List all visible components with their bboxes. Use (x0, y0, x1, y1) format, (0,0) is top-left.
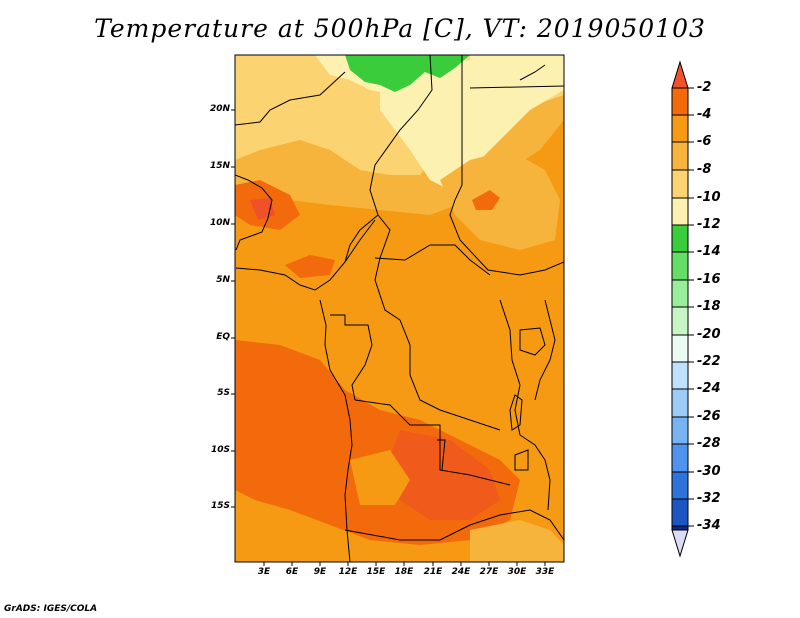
red-sea-coast (519, 64, 546, 81)
field-libya-cold (470, 55, 564, 170)
zambia-notch (437, 439, 446, 471)
colorbar-label: -4 (697, 107, 712, 122)
field-green-pocket (345, 55, 470, 92)
field-nigeria-warm (285, 255, 335, 278)
field-south-west (235, 500, 360, 562)
y-tick-label: 10N (209, 218, 230, 228)
angola-border (354, 399, 511, 486)
y-tick-label: 5S (217, 388, 230, 398)
map-frame (234, 54, 565, 563)
boundaries (235, 55, 564, 562)
y-tick-label: 10S (210, 445, 230, 455)
gabon-border (330, 314, 373, 401)
colorbar-label: -24 (697, 381, 721, 396)
field-ethiopia-band (440, 150, 560, 250)
colorbar-swatch (671, 114, 689, 143)
colorbar-swatch (671, 87, 689, 116)
colorbar-swatch (671, 443, 689, 473)
colorbar-label: -14 (697, 244, 721, 259)
southern-border (344, 509, 564, 541)
field-inner-patch (350, 450, 410, 505)
colorbar-label: -22 (697, 354, 721, 369)
x-tick-label: 6E (285, 567, 299, 577)
colorbar-label: -16 (697, 272, 721, 287)
colorbar-swatch (671, 279, 689, 308)
colorbar-swatch (671, 251, 689, 281)
colorbar-swatch (671, 498, 689, 527)
colorbar-label: -20 (697, 327, 721, 342)
chad-niger-border (344, 55, 433, 263)
field-zambia-core (385, 430, 500, 520)
colorbar-label: -28 (697, 436, 721, 451)
colorbar-swatch (671, 471, 689, 500)
x-tick-marks (263, 562, 546, 566)
colorbar-label: -2 (697, 80, 712, 95)
x-tick-label: 24E (451, 567, 471, 577)
x-tick-label: 27E (479, 567, 499, 577)
x-tick-label: 18E (394, 567, 414, 577)
y-tick-label: 15S (210, 501, 230, 511)
y-tick-label: EQ (216, 332, 230, 342)
y-tick-label: 20N (209, 104, 230, 114)
colorbar-label: -26 (697, 409, 721, 424)
colorbar-label: -30 (697, 464, 721, 479)
x-tick-label: 33E (535, 567, 555, 577)
car-border (374, 244, 491, 276)
colorbar-top-triangle (671, 60, 689, 89)
y-tick-marks (231, 109, 235, 508)
colorbar-swatch (671, 361, 689, 390)
colorbar-swatch (671, 416, 689, 445)
colorbar-label: -32 (697, 491, 721, 506)
east-coast-border (534, 299, 556, 401)
x-tick-label: 21E (423, 567, 443, 577)
colorbar-swatch (671, 141, 689, 171)
drc-border (399, 319, 501, 431)
colorbar-bottom-triangle (671, 529, 689, 558)
colorbar (671, 60, 694, 558)
sudan-border (449, 55, 564, 276)
sahel-border (235, 71, 346, 126)
colorbar-swatch (671, 169, 689, 199)
x-tick-label: 15E (366, 567, 386, 577)
colorbar-label: -6 (697, 134, 712, 149)
lake-malawi (514, 449, 529, 471)
lake-tanganyika (509, 394, 523, 431)
colorbar-label: -8 (697, 162, 712, 177)
lake-victoria (519, 327, 546, 356)
cameroon-border (374, 214, 401, 321)
egypt-border (469, 85, 564, 89)
colorbar-label: -18 (697, 299, 721, 314)
colorbar-label: -34 (697, 518, 721, 533)
grads-credit: GrADS: IGES/COLA (4, 604, 98, 614)
colorbar-swatch (671, 525, 689, 531)
east-lakes-border (499, 299, 551, 511)
colorbar-label: -12 (697, 217, 721, 232)
gulf-guinea-coast (235, 219, 376, 291)
colorbar-swatch (671, 197, 689, 226)
field-ethiopia-spot (472, 190, 500, 210)
x-tick-label: 3E (257, 567, 271, 577)
y-tick-label: 15N (209, 161, 230, 171)
map-field (235, 55, 564, 562)
colorbar-swatch (671, 334, 689, 363)
chart-title: Temperature at 500hPa [C], VT: 201905010… (94, 14, 706, 43)
colorbar-swatch (671, 388, 689, 418)
x-tick-label: 9E (313, 567, 327, 577)
x-tick-label: 12E (338, 567, 358, 577)
colorbar-swatch (671, 224, 689, 253)
x-tick-label: 30E (507, 567, 527, 577)
colorbar-label: -10 (697, 190, 721, 205)
atlantic-coast-south (319, 299, 353, 562)
field-south-east (470, 520, 564, 562)
y-tick-label: 5N (216, 275, 230, 285)
colorbar-swatch (671, 306, 689, 336)
west-coast (235, 174, 273, 251)
